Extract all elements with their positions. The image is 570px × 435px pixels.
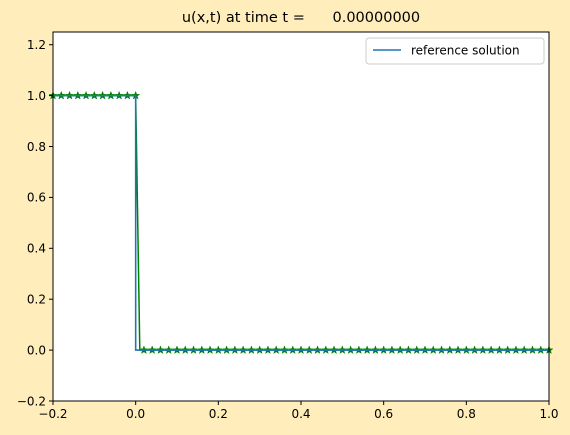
x-tick-label: 0.4 <box>291 407 310 421</box>
y-tick-label: 0.4 <box>27 242 46 256</box>
x-tick-label: 1.0 <box>539 407 558 421</box>
legend-label-reference-solution: reference solution <box>411 44 520 58</box>
y-tick-label: −0.2 <box>17 394 46 408</box>
y-tick-label: 0.2 <box>27 293 46 307</box>
y-tick-label: 0.8 <box>27 140 46 154</box>
y-axis: −0.2 0.0 0.2 0.4 0.6 0.8 1.0 1.2 <box>17 38 53 408</box>
x-tick-label: 0.2 <box>209 407 228 421</box>
chart-title: u(x,t) at time t = 0.00000000 <box>182 10 420 26</box>
x-tick-label: −0.2 <box>38 407 67 421</box>
series-group <box>48 90 554 354</box>
x-tick-label: 0.8 <box>457 407 476 421</box>
y-tick-label: 0.0 <box>27 343 46 357</box>
legend: reference solution <box>365 37 545 65</box>
y-tick-label: 0.6 <box>27 191 46 205</box>
legend-box <box>365 37 545 65</box>
y-tick-label: 1.0 <box>27 89 46 103</box>
x-tick-label: 0.6 <box>374 407 393 421</box>
reference-solution-line <box>53 94 549 351</box>
x-axis: −0.2 0.0 0.2 0.4 0.6 0.8 1.0 <box>38 401 559 421</box>
x-tick-label: 0.0 <box>126 407 145 421</box>
y-tick-label: 1.2 <box>27 38 46 52</box>
